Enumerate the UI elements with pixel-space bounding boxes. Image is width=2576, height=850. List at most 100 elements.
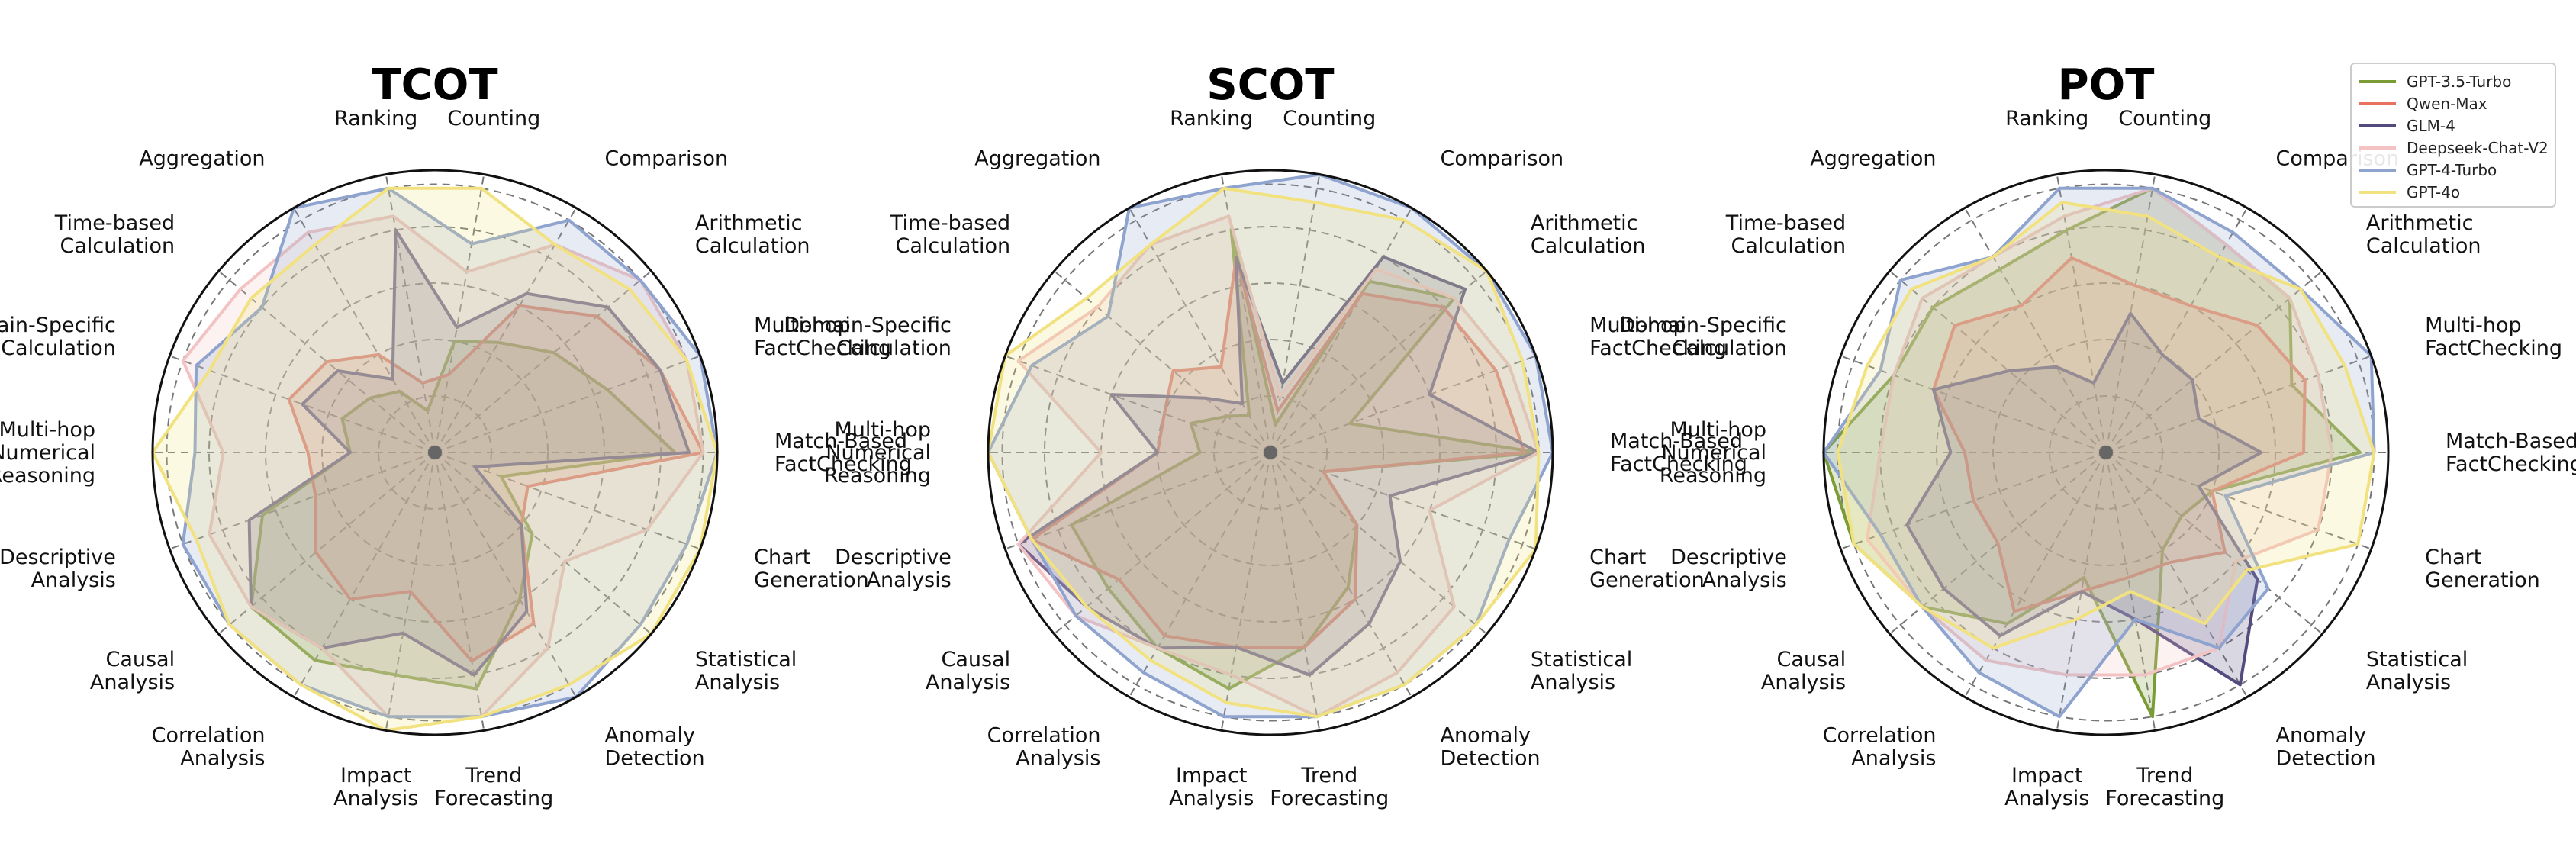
axis-spoke [1053, 270, 1271, 453]
axis-label: Impact Analysis [2004, 764, 2089, 810]
axis-spoke [1964, 208, 2107, 453]
axis-label: Chart Generation [754, 546, 869, 592]
axis-label: Aggregation [1810, 147, 1936, 171]
axis-spoke [1004, 355, 1271, 453]
axis-spoke [434, 174, 485, 453]
axis-label: Time-based Calculation [890, 211, 1010, 258]
series-deepseek-chat-v2 [1866, 186, 2333, 677]
legend-swatch [2359, 124, 2396, 127]
grid-ring [321, 339, 549, 566]
outer-frame [151, 169, 719, 736]
axis-label: Correlation Analysis [987, 723, 1101, 770]
axis-spoke [434, 452, 701, 550]
axis-label: Time-based Calculation [54, 211, 175, 258]
axis-label: Correlation Analysis [152, 723, 266, 770]
axis-label: Counting [2118, 107, 2211, 130]
axis-spoke [293, 452, 436, 697]
axis-label: Multi-hop FactChecking [2425, 314, 2562, 360]
axis-label: Comparison [605, 147, 729, 171]
legend-item: GPT-4-Turbo [2359, 159, 2547, 181]
axis-spoke [1270, 174, 1321, 453]
axis-label: Anomaly Detection [605, 723, 705, 770]
axis-spoke [2105, 208, 2248, 453]
radar-chart-scot: Counting Comparison Arithmetic Calculation M… [784, 60, 1747, 810]
axis-label: Trend Forecasting [2105, 764, 2224, 810]
series-gpt-4o [151, 186, 719, 732]
legend-swatch [2359, 190, 2396, 194]
axis-label: Trend Forecasting [1270, 764, 1389, 810]
axis-label: Anomaly Detection [2276, 723, 2376, 770]
legend-label: GPT-4o [2407, 182, 2461, 201]
legend: GPT-3.5-Turbo Qwen-Max GLM-4 Deepseek-Chat-… [2350, 63, 2556, 208]
axis-spoke [434, 452, 577, 697]
axis-label: Match-Based FactChecking [2446, 430, 2576, 476]
axis-label: Ranking [1170, 107, 1253, 130]
legend-item: GPT-4o [2359, 181, 2547, 203]
axis-spoke [1270, 452, 1488, 635]
axis-label: Statistical Analysis [2366, 648, 2468, 694]
axis-spoke [2105, 452, 2372, 550]
axis-spoke [1270, 355, 1537, 453]
axis-spoke [217, 270, 436, 453]
axis-spoke [169, 355, 436, 453]
outer-frame [1822, 169, 2390, 736]
series-gpt-3-5-turbo [1822, 186, 2362, 719]
axis-spoke [1889, 270, 2107, 453]
axis-spoke [169, 452, 436, 550]
axis-spoke [385, 452, 436, 731]
legend-item: Qwen-Max [2359, 92, 2547, 114]
legend-label: Qwen-Max [2407, 94, 2487, 113]
axis-spoke [385, 174, 436, 453]
grid-ring [1992, 339, 2220, 566]
series-gpt-4o [987, 186, 1541, 719]
axis-spoke [2056, 174, 2107, 453]
legend-swatch [2359, 101, 2396, 105]
axis-label: Match-Based FactChecking [774, 430, 912, 476]
axis-spoke [1270, 452, 1537, 550]
axis-spoke [1840, 355, 2107, 453]
center-point [428, 446, 442, 459]
axis-label: Ranking [334, 107, 417, 130]
legend-item: GLM-4 [2359, 114, 2547, 137]
axis-label: Arithmetic Calculation [2366, 211, 2481, 258]
axis-label: Statistical Analysis [695, 648, 797, 694]
axis-label: Chart Generation [2425, 546, 2540, 592]
axis-label: Impact Analysis [333, 764, 418, 810]
axis-label: Impact Analysis [1169, 764, 1254, 810]
axis-spoke [2105, 174, 2156, 453]
axis-label: Multi-hop FactChecking [1589, 314, 1727, 360]
axis-label: Counting [447, 107, 540, 130]
axis-spoke [1270, 452, 1321, 731]
axis-spoke [1129, 452, 1271, 697]
series-gpt-3-5-turbo [250, 340, 677, 691]
axis-label: Causal Analysis [926, 648, 1010, 694]
legend-label: GPT-4-Turbo [2407, 160, 2497, 179]
chart-title: POT [2058, 60, 2155, 110]
axis-spoke [434, 355, 701, 453]
legend-swatch [2359, 79, 2396, 83]
axis-spoke [1889, 452, 2107, 635]
axis-spoke [1129, 208, 1271, 453]
axis-label: Trend Forecasting [434, 764, 553, 810]
axis-label: Correlation Analysis [1823, 723, 1937, 770]
axis-label: Aggregation [139, 147, 265, 171]
axis-spoke [1053, 452, 1271, 635]
axis-label: Match-Based FactChecking [1610, 430, 1747, 476]
legend-label: Deepseek-Chat-V2 [2407, 138, 2549, 157]
axis-label: Ranking [2005, 107, 2088, 130]
legend-item: Deepseek-Chat-V2 [2359, 137, 2549, 159]
series-gpt-3-5-turbo [1070, 228, 1541, 691]
chart-title: SCOT [1206, 60, 1334, 110]
axis-spoke [1270, 208, 1412, 453]
radar-chart-tcot: Counting Comparison Arithmetic Calculation M… [0, 60, 912, 810]
center-point [2099, 446, 2113, 459]
outer-frame [987, 169, 1554, 736]
axis-spoke [2105, 355, 2372, 453]
axis-label: Chart Generation [1589, 546, 1705, 592]
axis-spoke [1220, 452, 1271, 731]
